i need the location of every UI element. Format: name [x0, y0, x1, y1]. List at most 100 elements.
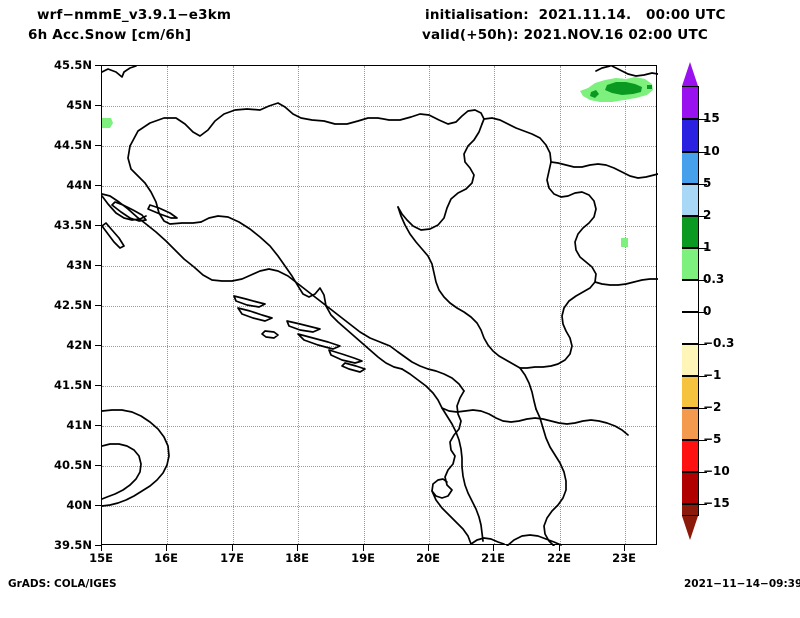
ytick-mark-44N	[95, 185, 101, 186]
colorbar-label-neg10: −10	[703, 464, 730, 478]
xtick-label-19E: 19E	[351, 551, 375, 565]
render-timestamp-label: 2021−11−14−09:39	[684, 578, 800, 590]
colorbar-tick-10	[698, 152, 707, 153]
border-romania-ne	[550, 161, 658, 179]
xtick-label-22E: 22E	[547, 551, 571, 565]
border-slovenia	[102, 66, 137, 78]
gridline-lon-19E	[363, 66, 365, 544]
colorbar-label-neg2: −2	[703, 400, 722, 414]
ytick-label-45.5N: 45.5N	[54, 58, 92, 72]
gridline-lat-42N	[102, 346, 656, 347]
island-brac	[286, 320, 321, 333]
colorbar-label-2: 2	[703, 208, 712, 222]
colorbar-label-neg0.3: −0.3	[703, 336, 735, 350]
xtick-mark-22E	[559, 545, 560, 551]
snow-dot-east	[621, 238, 628, 247]
colorbar-tick-neg0.3	[698, 344, 707, 345]
gridline-lat-45N	[102, 106, 656, 107]
gridline-lat-42.5N	[102, 306, 656, 307]
ytick-mark-42.5N	[95, 305, 101, 306]
border-greece-macedonia	[535, 408, 567, 546]
ytick-label-44N: 44N	[66, 178, 92, 192]
colorbar-tick-15	[698, 119, 707, 120]
gridline-lat-43.5N	[102, 226, 656, 227]
coastline-albania	[431, 390, 465, 499]
coastline-croatia-istria	[127, 145, 202, 225]
ytick-mark-42N	[95, 345, 101, 346]
ytick-mark-45.5N	[95, 65, 101, 66]
gridline-lon-16E	[167, 66, 169, 544]
field-name-label: 6h Acc.Snow [cm/6h]	[28, 27, 192, 43]
xtick-mark-20E	[428, 545, 429, 551]
island-kornati	[237, 307, 273, 322]
colorbar-tick-0.3	[698, 280, 707, 281]
colorbar-label-neg5: −5	[703, 432, 722, 446]
colorbar-extend-bottom-arrow	[682, 516, 698, 540]
xtick-mark-15E	[101, 545, 102, 551]
colorbar-band-neg2-neg1	[682, 376, 698, 408]
coastline-montenegro	[397, 351, 465, 392]
ytick-label-40.5N: 40.5N	[54, 458, 92, 472]
colorbar[interactable]	[682, 86, 698, 516]
colorbar-tick-1	[698, 248, 707, 249]
colorbar-tick-neg1	[698, 376, 707, 377]
gridline-lon-18E	[298, 66, 300, 544]
border-serbia-west	[397, 206, 521, 369]
colorbar-tick-0	[698, 312, 707, 313]
model-name-label: wrf−nmmE_v3.9.1−e3km	[37, 7, 232, 23]
ytick-label-41.5N: 41.5N	[54, 378, 92, 392]
ytick-label-43.5N: 43.5N	[54, 218, 92, 232]
ytick-mark-44.5N	[95, 145, 101, 146]
coastline-kvarner-a	[102, 195, 147, 221]
colorbar-label-10: 10	[703, 144, 720, 158]
ytick-label-40N: 40N	[66, 498, 92, 512]
grads-credit-label: GrADS: COLA/IGES	[8, 578, 117, 590]
snow-field-contours	[102, 77, 653, 247]
coastline-italy-gargano	[102, 409, 170, 507]
colorbar-band-neg10-neg5	[682, 440, 698, 472]
island-pag	[147, 204, 178, 219]
border-montenegro	[401, 368, 443, 409]
colorbar-tick-neg5	[698, 440, 707, 441]
colorbar-band-0-0.3	[682, 280, 698, 312]
ytick-label-43N: 43N	[66, 258, 92, 272]
gridline-lon-22E	[559, 66, 561, 544]
colorbar-label-15: 15	[703, 111, 720, 125]
gridline-lon-23E	[625, 66, 627, 544]
gridline-lat-44.5N	[102, 146, 656, 147]
snow-patch-ne-dark	[605, 82, 642, 95]
ytick-mark-39.5N	[95, 545, 101, 546]
colorbar-band-5-10	[682, 152, 698, 184]
colorbar-band-1-2	[682, 216, 698, 248]
border-greece-north	[470, 534, 562, 546]
xtick-label-18E: 18E	[285, 551, 309, 565]
snow-patch-ne-speck-a	[590, 90, 599, 98]
colorbar-band-neg5-neg2	[682, 408, 698, 440]
xtick-mark-17E	[232, 545, 233, 551]
border-macedonia-north	[441, 407, 629, 436]
ytick-label-44.5N: 44.5N	[54, 138, 92, 152]
colorbar-border-right	[698, 86, 699, 516]
ytick-mark-43.5N	[95, 225, 101, 226]
colorbar-label-neg15: −15	[703, 496, 730, 510]
colorbar-label-neg1: −1	[703, 368, 722, 382]
island-hvar	[297, 333, 341, 350]
island-korcula	[328, 349, 363, 364]
colorbar-label-1: 1	[703, 240, 712, 254]
coastline-italy-south	[102, 443, 142, 500]
colorbar-band-0.3-1	[682, 248, 698, 280]
colorbar-label-0.3: 0.3	[703, 272, 725, 286]
gridline-lon-21E	[494, 66, 496, 544]
ytick-mark-43N	[95, 265, 101, 266]
coastline-adriatic-main	[102, 193, 399, 353]
colorbar-band-ltneg15	[682, 504, 698, 516]
colorbar-band-10-15	[682, 119, 698, 152]
snow-patch-ne-speck-b	[647, 85, 652, 89]
colorbar-extend-top-arrow	[682, 62, 698, 86]
xtick-label-23E: 23E	[612, 551, 636, 565]
xtick-mark-18E	[297, 545, 298, 551]
island-mljet	[341, 362, 366, 373]
ytick-label-41N: 41N	[66, 418, 92, 432]
colorbar-tick-neg2	[698, 408, 707, 409]
ytick-mark-40N	[95, 505, 101, 506]
